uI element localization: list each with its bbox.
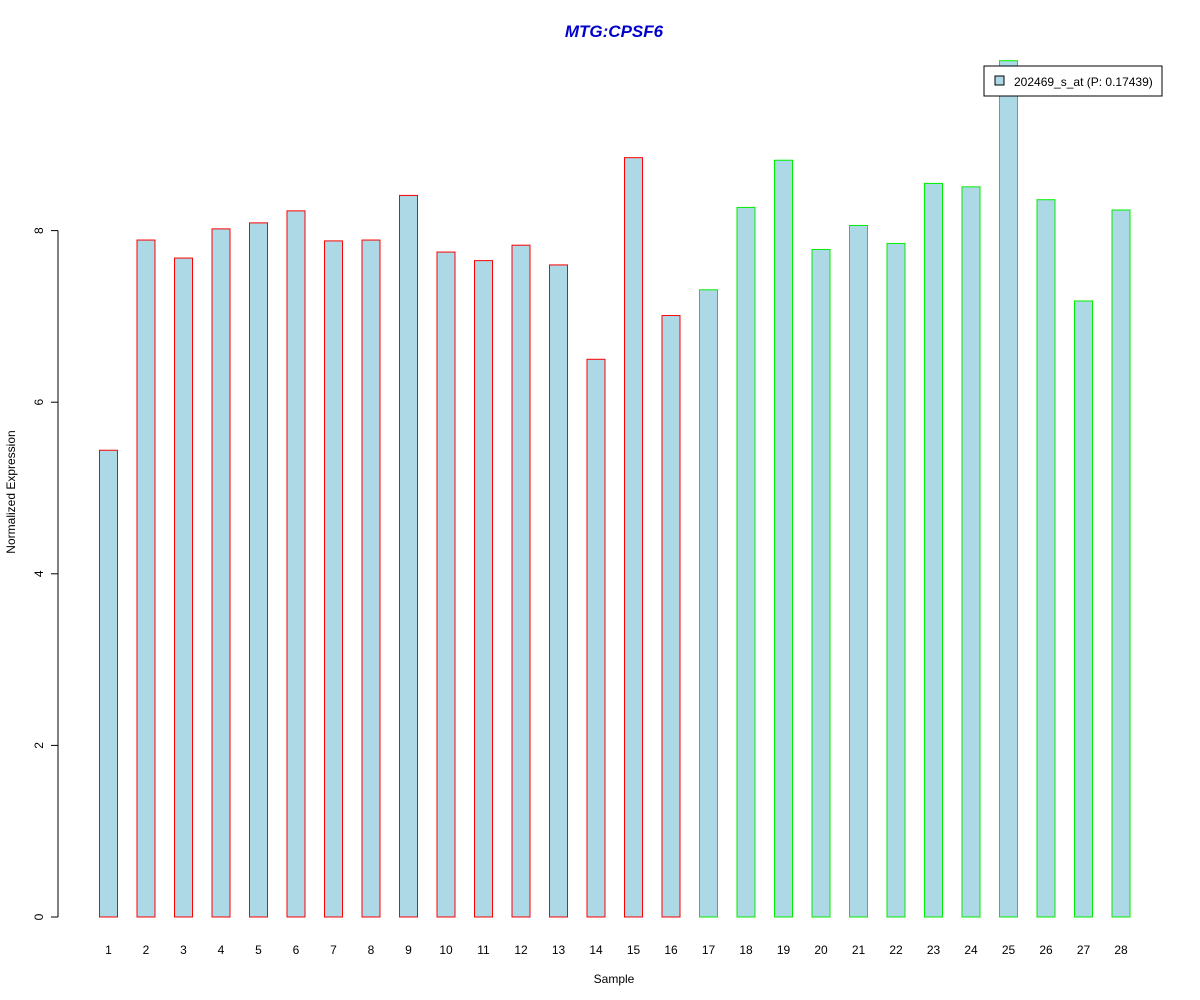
x-tick-label: 13 bbox=[552, 943, 566, 957]
x-tick-label: 3 bbox=[180, 943, 187, 957]
bar-sample-14 bbox=[586, 358, 606, 918]
bar-sample-4 bbox=[211, 228, 231, 918]
x-tick-label: 9 bbox=[405, 943, 412, 957]
bar-sample-23 bbox=[924, 182, 943, 918]
x-tick-label: 22 bbox=[889, 943, 903, 957]
y-tick-label: 8 bbox=[32, 227, 46, 234]
legend-box bbox=[983, 65, 1163, 97]
chart-title: MTG:CPSF6 bbox=[565, 22, 664, 41]
x-tick-label: 27 bbox=[1077, 943, 1091, 957]
bar-sample-3 bbox=[174, 257, 193, 918]
bar-sample-9 bbox=[399, 194, 418, 918]
bar-sample-16 bbox=[661, 315, 681, 918]
bar-sample-27 bbox=[1074, 300, 1093, 918]
legend-swatch bbox=[994, 75, 1005, 86]
bar-sample-2 bbox=[136, 239, 156, 918]
x-tick-label: 2 bbox=[143, 943, 150, 957]
bar-sample-18 bbox=[736, 206, 756, 918]
bar-sample-28 bbox=[1111, 209, 1131, 918]
y-tick-label: 4 bbox=[32, 570, 46, 577]
bar-sample-7 bbox=[324, 240, 343, 918]
x-tick-label: 4 bbox=[218, 943, 225, 957]
x-tick-label: 20 bbox=[814, 943, 828, 957]
x-tick-label: 25 bbox=[1002, 943, 1016, 957]
bar-sample-25 bbox=[999, 60, 1018, 918]
bar-sample-11 bbox=[474, 260, 493, 918]
y-tick-label: 0 bbox=[32, 913, 46, 920]
bar-sample-12 bbox=[511, 244, 531, 918]
legend-label: 202469_s_at (P: 0.17439) bbox=[1014, 75, 1153, 89]
x-tick-label: 24 bbox=[964, 943, 978, 957]
x-tick-label: 21 bbox=[852, 943, 866, 957]
bar-sample-21 bbox=[849, 224, 868, 918]
x-tick-label: 6 bbox=[293, 943, 300, 957]
x-tick-label: 1 bbox=[105, 943, 112, 957]
bar-sample-13 bbox=[549, 264, 568, 918]
x-tick-label: 8 bbox=[368, 943, 375, 957]
x-axis-label: Sample bbox=[594, 972, 635, 986]
x-tick-label: 19 bbox=[777, 943, 791, 957]
bar-sample-6 bbox=[286, 210, 306, 918]
x-tick-label: 5 bbox=[255, 943, 262, 957]
x-tick-label: 15 bbox=[627, 943, 641, 957]
x-tick-label: 14 bbox=[589, 943, 603, 957]
bar-sample-24 bbox=[961, 186, 981, 918]
x-tick-label: 28 bbox=[1114, 943, 1128, 957]
x-tick-label: 7 bbox=[330, 943, 337, 957]
bar-sample-20 bbox=[811, 248, 831, 918]
bar-sample-22 bbox=[886, 242, 906, 918]
legend: 202469_s_at (P: 0.17439) bbox=[983, 65, 1163, 97]
y-tick-label: 2 bbox=[32, 742, 46, 749]
bar-sample-1 bbox=[99, 449, 118, 918]
x-tick-label: 26 bbox=[1039, 943, 1053, 957]
y-tick-label: 6 bbox=[32, 399, 46, 406]
x-tick-label: 12 bbox=[514, 943, 528, 957]
x-tick-label: 18 bbox=[739, 943, 753, 957]
x-tick-label: 17 bbox=[702, 943, 716, 957]
bars-group bbox=[99, 60, 1131, 918]
bar-sample-26 bbox=[1036, 199, 1056, 918]
bar-sample-19 bbox=[774, 159, 793, 918]
x-tick-label: 16 bbox=[664, 943, 678, 957]
bar-sample-8 bbox=[361, 239, 381, 918]
bar-sample-5 bbox=[249, 222, 268, 918]
bar-sample-15 bbox=[624, 157, 643, 918]
bar-sample-17 bbox=[699, 289, 718, 918]
y-axis-label: Normalized Expression bbox=[4, 430, 18, 553]
x-tick-label: 11 bbox=[477, 943, 490, 957]
bar-sample-10 bbox=[436, 251, 456, 918]
y-axis: 0 2 4 6 8 bbox=[32, 227, 59, 920]
x-tick-label: 10 bbox=[439, 943, 453, 957]
x-tick-labels: 1 2 3 4 5 6 7 8 9 10 11 12 13 14 15 16 17 18 19 20 21 22 23 24 2… bbox=[105, 943, 1128, 957]
x-tick-label: 23 bbox=[927, 943, 941, 957]
